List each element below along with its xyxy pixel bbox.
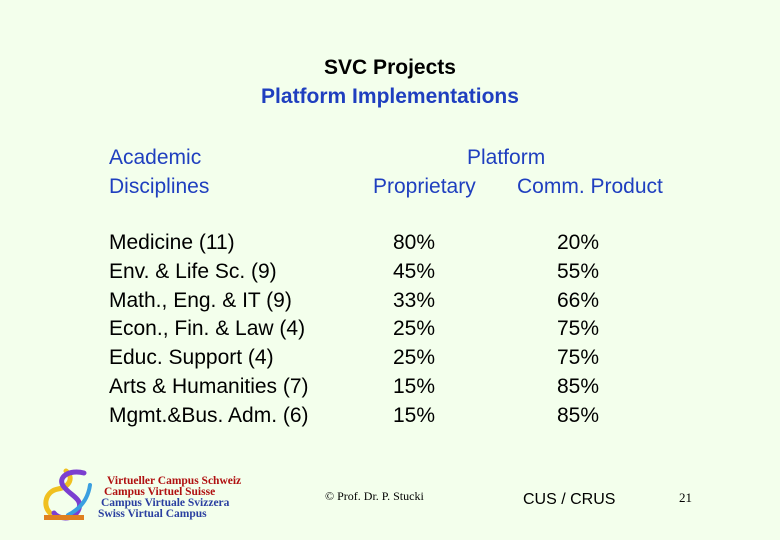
logo-line-german: Virtueller Campus Schweiz: [107, 475, 242, 487]
table-cell-proprietary: 15%: [393, 374, 436, 398]
table-cell-proprietary: 25%: [393, 317, 436, 341]
table-cell-proprietary: 45%: [393, 259, 436, 283]
table-row-discipline: Math., Eng. & IT (9): [109, 288, 292, 312]
svc-logo: Virtueller Campus Schweiz Campus Virtuel…: [40, 465, 242, 525]
proprietary-header: Proprietary: [373, 175, 476, 198]
table-cell-proprietary: 80%: [393, 231, 436, 254]
proprietary-column: 80% 45% 33% 25% 25% 15% 15%: [393, 229, 435, 431]
page-title: SVC Projects: [324, 56, 456, 79]
table-cell-commercial: 66%: [557, 288, 600, 312]
table-cell-commercial: 75%: [557, 317, 600, 341]
table-row-discipline: Mgmt.&Bus. Adm. (6): [109, 403, 309, 427]
commercial-header: Comm. Product: [517, 175, 663, 198]
table-cell-commercial: 20%: [557, 231, 600, 254]
logo-line-english: Swiss Virtual Campus: [98, 508, 207, 520]
table-cell-proprietary: 15%: [393, 403, 436, 427]
svc-logo-icon: [43, 468, 92, 521]
disciplines-header: Academic Disciplines: [109, 143, 209, 201]
page-subtitle: Platform Implementations: [261, 85, 519, 108]
platform-header: Platform: [467, 146, 546, 169]
logo-line-french: Campus Virtuel Suisse: [104, 486, 216, 498]
table-cell-proprietary: 33%: [393, 288, 436, 312]
disciplines-column: Medicine (11) Env. & Life Sc. (9) Math.,…: [109, 229, 309, 431]
table-row-discipline: Educ. Support (4): [109, 346, 274, 370]
table-row-discipline: Econ., Fin. & Law (4): [109, 317, 306, 341]
page-number: 21: [679, 490, 692, 505]
disciplines-header-line-1: Academic: [109, 146, 202, 169]
table-cell-commercial: 85%: [557, 403, 600, 427]
logo-line-italian: Campus Virtuale Svizzera: [101, 497, 230, 509]
table-cell-proprietary: 25%: [393, 346, 436, 370]
disciplines-header-line-2: Disciplines: [109, 175, 210, 198]
table-row-discipline: Arts & Humanities (7): [109, 374, 309, 398]
table-row-discipline: Medicine (11): [109, 231, 235, 254]
table-cell-commercial: 75%: [557, 346, 600, 370]
table-row-discipline: Env. & Life Sc. (9): [109, 259, 277, 283]
table-cell-commercial: 85%: [557, 374, 600, 398]
table-cell-commercial: 55%: [557, 259, 600, 283]
commercial-column: 20% 55% 66% 75% 75% 85% 85%: [557, 229, 599, 431]
org-text: CUS / CRUS: [523, 491, 616, 508]
copyright-text: © Prof. Dr. P. Stucki: [325, 489, 424, 503]
